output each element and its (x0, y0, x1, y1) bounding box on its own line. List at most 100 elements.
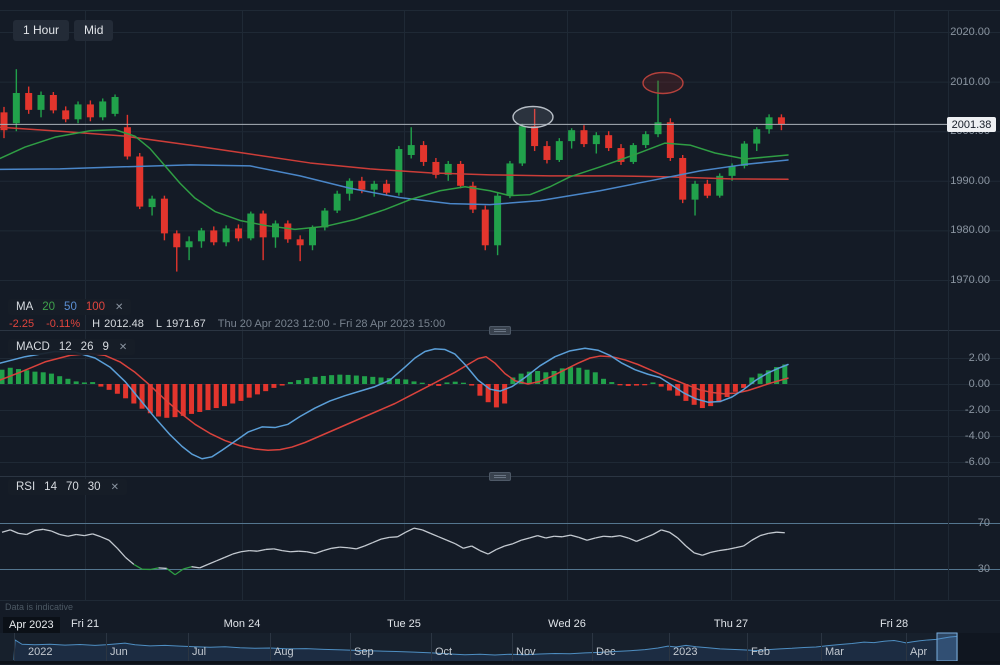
rsi-line (125, 557, 135, 565)
ma-period-20[interactable]: 20 (42, 301, 56, 313)
macd-histogram-bar (362, 376, 368, 384)
candle-body (777, 117, 785, 125)
candle-body (74, 104, 82, 120)
rsi-line (430, 532, 439, 538)
candle-body (728, 165, 736, 176)
rsi-line (232, 551, 242, 555)
candle-body (543, 146, 551, 160)
rsi-line (1, 529, 11, 533)
rsi-line (496, 545, 505, 551)
macd-slow-period[interactable]: 26 (80, 341, 94, 353)
macd-histogram-bar (98, 384, 104, 387)
candle-body (148, 198, 156, 208)
macd-histogram-bar (221, 384, 227, 407)
rsi-line (636, 537, 645, 542)
macd-axis-label: 0.00 (968, 378, 990, 390)
rsi-line (76, 533, 85, 537)
rsi-line (339, 546, 349, 549)
navigator-selection-window[interactable] (936, 632, 958, 662)
ma50-line (0, 159, 789, 206)
macd-histogram-bar (699, 384, 705, 409)
rsi-close-icon[interactable]: ✕ (110, 481, 119, 493)
ma-period-100[interactable]: 100 (85, 301, 106, 313)
rsi-line (34, 528, 44, 532)
rsi-line (405, 527, 415, 533)
macd-axis-label: 2.00 (968, 352, 990, 364)
rsi-line (652, 529, 662, 536)
navigator-month-label: Apr (910, 646, 928, 658)
price-axis-label: 1990.00 (950, 174, 990, 187)
rsi-line (619, 535, 629, 539)
rsi-pane-resize-handle[interactable] (489, 472, 511, 481)
macd-histogram-bar (510, 377, 516, 384)
candle-body (765, 117, 773, 130)
ma-close-icon[interactable]: ✕ (115, 301, 124, 313)
rsi-line (487, 548, 497, 555)
candle-body (691, 183, 699, 200)
macd-histogram-bar (749, 377, 755, 384)
macd-histogram-bar (156, 384, 162, 417)
ma-legend-label: MA (16, 301, 34, 313)
price-type-button[interactable]: Mid (74, 20, 114, 41)
rsi-legend: RSI 14 70 30 ✕ (8, 479, 127, 495)
macd-histogram-bar (650, 382, 656, 384)
navigator-month-label: Feb (751, 646, 770, 658)
macd-histogram-bar (337, 374, 343, 384)
macd-histogram-bar (0, 369, 5, 384)
time-axis-origin: Apr 2023 (3, 617, 60, 633)
rsi-line (116, 547, 127, 558)
rsi-line (570, 534, 579, 539)
macd-histogram-bar (57, 376, 63, 384)
macd-histogram-bar (617, 384, 623, 386)
macd-signal-period[interactable]: 9 (102, 341, 109, 353)
ma-period-50[interactable]: 50 (64, 301, 77, 313)
navigator-unselected-mask (958, 633, 1000, 661)
macd-histogram-bar (535, 371, 541, 384)
candle-body (234, 228, 242, 239)
candle-body (296, 239, 304, 246)
candle-body (197, 230, 205, 242)
rsi-line (240, 549, 250, 553)
macd-axis-label: -6.00 (964, 456, 990, 468)
rsi-line (224, 553, 233, 559)
rsi-lower-band[interactable]: 30 (87, 481, 101, 493)
rsi-line (471, 545, 481, 552)
rsi-line (611, 535, 621, 538)
rsi-line (133, 563, 143, 570)
navigator-area (14, 636, 957, 661)
rsi-line (504, 543, 514, 547)
macd-fast-period[interactable]: 12 (58, 341, 72, 353)
macd-close-icon[interactable]: ✕ (118, 341, 128, 353)
macd-pane-resize-handle[interactable] (489, 326, 511, 335)
navigator-month-label: Jul (192, 646, 207, 658)
interval-button[interactable]: 1 Hour (13, 20, 70, 41)
macd-histogram-bar (691, 384, 697, 405)
rsi-line (529, 535, 538, 539)
candle-body (457, 163, 465, 186)
rsi-upper-band[interactable]: 70 (65, 481, 79, 493)
candle-body (160, 198, 168, 234)
candle-body (654, 122, 662, 135)
rsi-line (595, 535, 604, 539)
ma20-line (0, 128, 789, 231)
macd-histogram-bar (139, 384, 145, 409)
macd-histogram-bar (320, 375, 326, 384)
rsi-period[interactable]: 14 (44, 481, 57, 493)
macd-histogram-bar (370, 376, 376, 384)
data-disclaimer: Data is indicative (5, 602, 74, 612)
macd-histogram-bar (304, 378, 310, 384)
candle-body (481, 209, 489, 246)
highlight-ellipse-gray[interactable] (512, 105, 554, 129)
rsi-line (677, 537, 687, 547)
navigator-month-label: 2022 (28, 646, 53, 658)
price-axis-label: 2010.00 (950, 75, 990, 88)
candle-body (0, 112, 8, 131)
macd-histogram-bar (32, 371, 38, 384)
highlight-ellipse-red[interactable] (642, 71, 684, 95)
rsi-line (282, 549, 291, 553)
macd-histogram-bar (609, 382, 615, 384)
macd-histogram-bar (73, 381, 79, 384)
macd-histogram-bar (477, 384, 483, 396)
macd-histogram-bar (329, 375, 335, 384)
